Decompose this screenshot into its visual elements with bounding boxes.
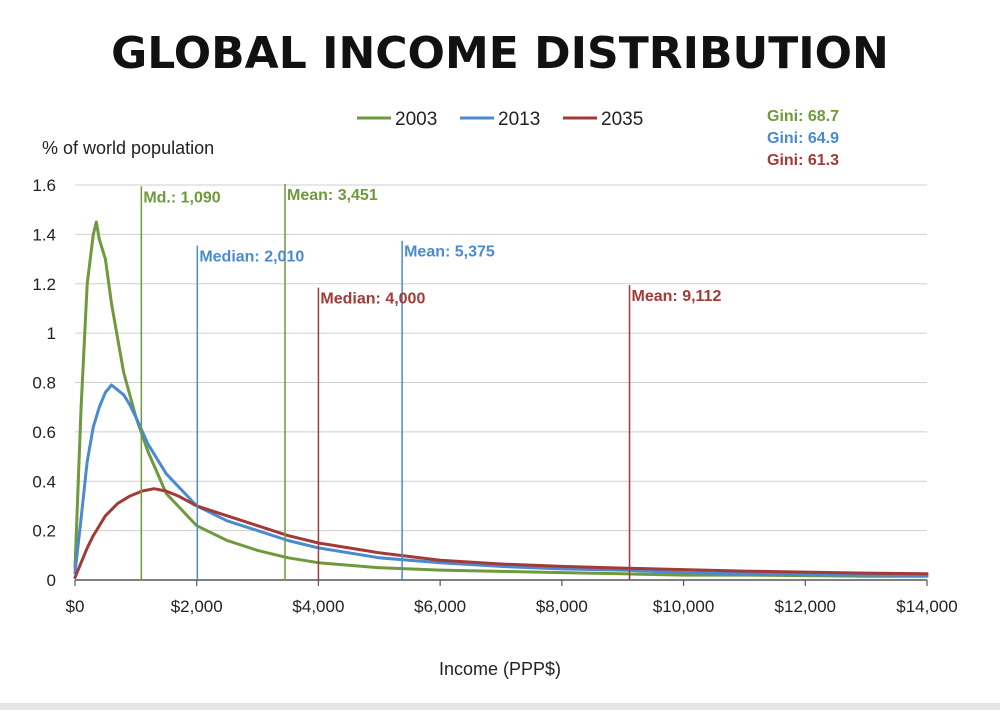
x-tick-label: $4,000 [292,597,344,616]
legend: 2003 2013 2035 [357,109,643,130]
x-axis-label: Income (PPP$) [439,659,561,679]
y-tick-label: 0 [47,571,56,590]
gini-annotations: Gini: 68.7 Gini: 64.9 Gini: 61.3 [767,108,839,169]
marker-label: Mean: 9,112 [632,288,722,305]
series-layer [73,220,929,579]
grid-layer [75,184,927,532]
gini-label: Gini: 61.3 [767,152,839,169]
x-tick-label: $2,000 [171,597,223,616]
y-tick-label: 1 [47,324,56,343]
legend-label-2003: 2003 [395,109,437,130]
marker-layer: Md.: 1,090 Mean: 3,451 Median: 2,010 Mean: … [140,183,722,580]
series-line-2013 [73,383,929,578]
legend-label-2013: 2013 [498,109,540,130]
marker-label: Median: 2,010 [199,249,304,266]
marker-label: Median: 4,000 [320,291,425,308]
x-tick-label: $14,000 [896,597,957,616]
gini-label: Gini: 68.7 [767,108,839,125]
legend-label-2035: 2035 [601,109,643,130]
y-tick-label: 0.4 [32,472,56,491]
axis-layer: 0 0.2 0.4 0.6 0.8 1 1.2 1.4 1.6 $0 $2,000 $4,000 $6,… [32,176,957,616]
y-tick-label: 1.2 [32,275,56,294]
x-tick-label: $8,000 [536,597,588,616]
y-tick-label: 1.4 [32,225,56,244]
series-line-2035 [73,487,929,579]
gini-label: Gini: 64.9 [767,130,839,147]
x-tick-label: $0 [66,597,85,616]
series-line-2003 [73,220,929,578]
bottom-divider [0,703,1000,710]
x-tick-label: $6,000 [414,597,466,616]
x-tick-label: $10,000 [653,597,714,616]
y-axis-label: % of world population [42,138,214,158]
x-tick-label: $12,000 [775,597,836,616]
y-tick-label: 1.6 [32,176,56,195]
chart-title: GLOBAL INCOME DISTRIBUTION [111,28,889,79]
y-tick-label: 0.2 [32,522,56,541]
marker-label: Mean: 3,451 [287,187,378,204]
marker-label: Md.: 1,090 [143,189,220,206]
marker-label: Mean: 5,375 [404,244,495,261]
y-tick-label: 0.6 [32,423,56,442]
y-tick-label: 0.8 [32,374,56,393]
